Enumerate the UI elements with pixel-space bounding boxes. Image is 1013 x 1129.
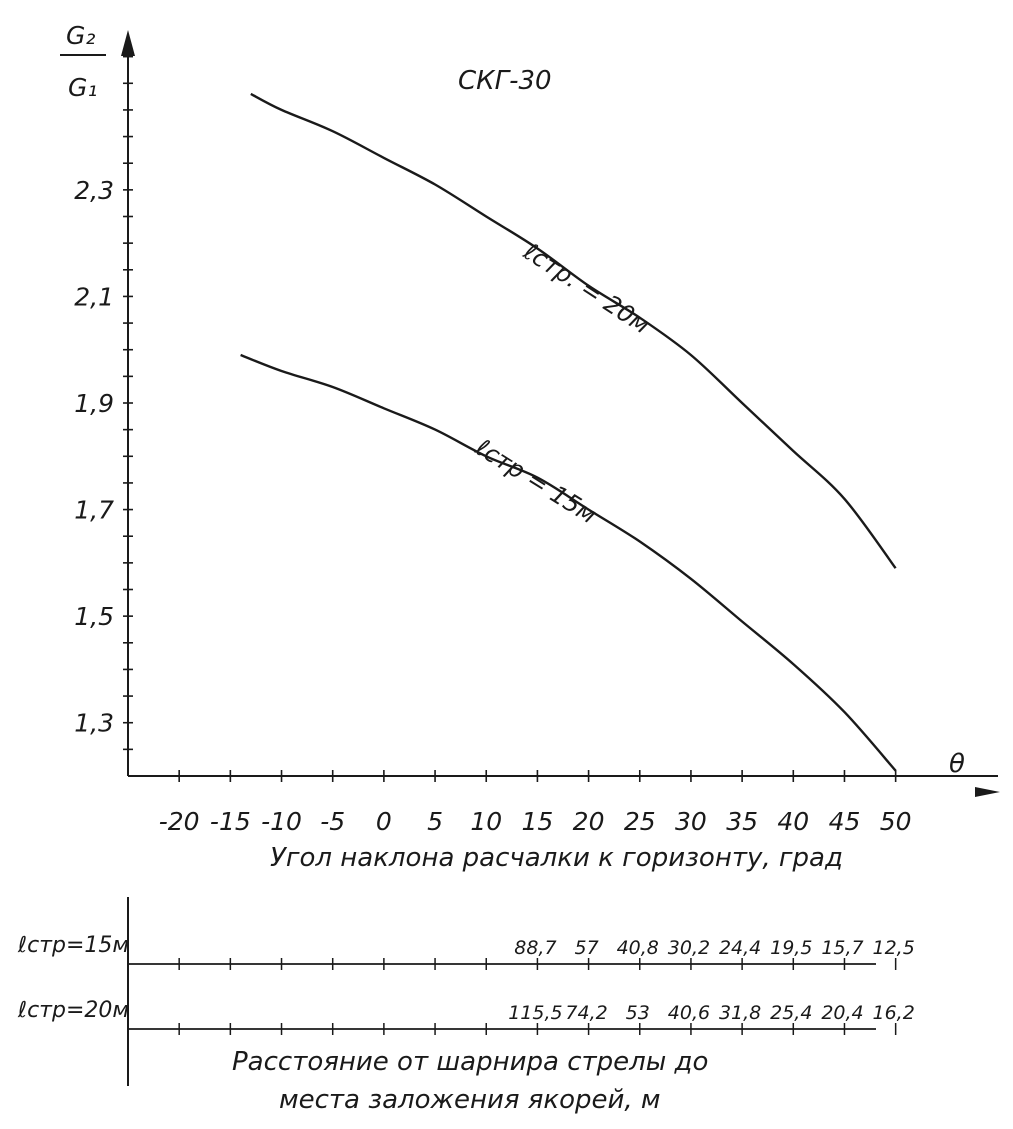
- distance-value: 53: [626, 1002, 650, 1024]
- distance-value: 57: [574, 937, 598, 959]
- x-tick-label: 15: [522, 807, 554, 836]
- x-tick-label: 20: [573, 807, 605, 836]
- distance-value: 16,2: [872, 1002, 914, 1024]
- distance-value: 74,2: [565, 1002, 607, 1024]
- distance-value: 115,5: [508, 1002, 562, 1024]
- series-label-20m: ℓстр. = 20м: [518, 237, 655, 339]
- y-tick-labels: 2,3 2,1 1,9 1,7 1,5 1,3: [74, 176, 114, 738]
- distance-value: 15,7: [821, 937, 863, 959]
- distance-value: 24,4: [719, 937, 761, 959]
- x-tick-label: 35: [726, 807, 758, 836]
- x-tick-label: -15: [210, 807, 251, 836]
- series-line-1: [240, 353, 897, 772]
- y-tick-label: 1,5: [74, 602, 114, 631]
- distance-rows: ℓстр=15м 88,7 57 40,8 30,2 24,4 19,5 15,7 12,5 ℓс…: [17, 933, 915, 1035]
- series-lines: [240, 92, 897, 772]
- y-axis-arrow: [121, 30, 135, 56]
- series-label-15m: ℓстр = 15м: [470, 433, 601, 530]
- x-ticks: [178, 770, 897, 782]
- y-tick-label: 2,3: [74, 176, 114, 205]
- x-tick-label: 40: [777, 807, 809, 836]
- x-axis-arrow: [975, 787, 1000, 797]
- x-tick-label: -20: [159, 807, 200, 836]
- y-tick-label: 1,9: [74, 389, 114, 418]
- x-tick-label: 50: [880, 807, 912, 836]
- x-axis-title: Угол наклона расчалки к горизонту, град: [270, 843, 843, 873]
- x-tick-label: 30: [675, 807, 707, 836]
- distance-title-line-1: Расстояние от шарнира стрелы до: [232, 1047, 708, 1077]
- distance-value: 88,7: [514, 937, 556, 959]
- y-axis-label-numerator: G₂: [66, 21, 95, 50]
- distance-value: 19,5: [770, 937, 812, 959]
- x-axis-symbol: θ: [949, 749, 965, 779]
- x-tick-label: -10: [261, 807, 302, 836]
- distance-value: 40,8: [617, 937, 659, 959]
- distance-value: 40,6: [668, 1002, 710, 1024]
- chart-title: СКГ-30: [458, 66, 552, 96]
- distance-value: 30,2: [668, 937, 710, 959]
- distance-value: 25,4: [770, 1002, 812, 1024]
- x-tick-label: 10: [470, 807, 502, 836]
- distance-row-label: ℓстр=20м: [17, 998, 129, 1023]
- x-tick-label: -5: [320, 807, 345, 836]
- x-tick-label: 25: [624, 807, 656, 836]
- distance-value: 12,5: [872, 937, 914, 959]
- y-tick-label: 2,1: [74, 282, 114, 311]
- x-tick-label: 0: [376, 807, 392, 836]
- distance-row-label: ℓстр=15м: [17, 933, 129, 958]
- y-tick-label: 1,3: [74, 709, 114, 738]
- series-line-0: [250, 92, 897, 569]
- distance-title-line-2: места заложения якорей, м: [279, 1085, 661, 1115]
- y-tick-label: 1,7: [74, 496, 114, 525]
- x-tick-label: 45: [829, 807, 861, 836]
- y-ticks: [123, 55, 133, 751]
- y-axis-label-denominator: G₁: [68, 73, 97, 102]
- distance-value: 20,4: [821, 1002, 863, 1024]
- x-tick-label: 5: [427, 807, 443, 836]
- x-tick-labels: -20 -15 -10 -5 0 5 10 15 20 25 30 35 40 45 50: [159, 807, 912, 836]
- distance-value: 31,8: [719, 1002, 761, 1024]
